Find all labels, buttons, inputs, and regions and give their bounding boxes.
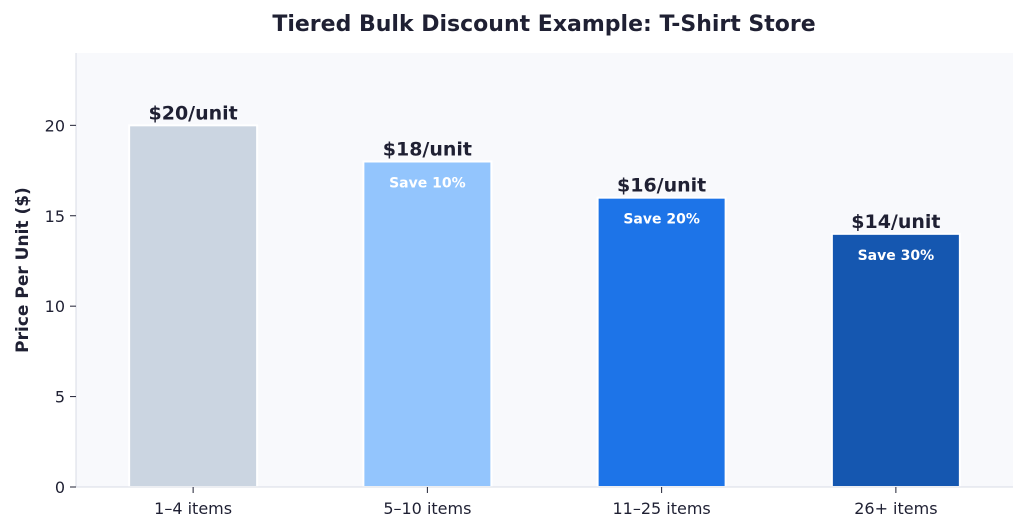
x-tick-label: 5–10 items xyxy=(383,499,471,518)
chart-title: Tiered Bulk Discount Example: T-Shirt St… xyxy=(272,12,815,37)
bar xyxy=(596,196,727,489)
bar-discount-label: Save 30% xyxy=(858,248,935,264)
bar-value-label: $20/unit xyxy=(149,102,238,124)
y-tick-label: 0 xyxy=(55,478,65,497)
bar-value-label: $18/unit xyxy=(383,139,472,161)
bar-value-label: $14/unit xyxy=(851,211,940,233)
y-tick-label: 15 xyxy=(45,207,65,226)
bar-value-label: $16/unit xyxy=(617,175,706,197)
x-tick-label: 1–4 items xyxy=(154,499,232,518)
x-tick-label: 26+ items xyxy=(854,499,937,518)
x-axis: 1–4 items 5–10 items 11–25 items 26+ items xyxy=(76,486,1013,518)
y-tick-label: 20 xyxy=(45,116,65,135)
y-axis: 0 5 10 15 20 xyxy=(45,53,77,497)
bar-discount-label: Save 10% xyxy=(389,176,466,192)
bar xyxy=(830,232,961,488)
bars-group: $20/unit $18/unit Save 10% $16/unit Save 20%… xyxy=(128,102,961,489)
y-axis-label: Price Per Unit ($) xyxy=(13,187,33,353)
bar-discount-label: Save 20% xyxy=(623,212,700,228)
x-tick-label: 11–25 items xyxy=(612,499,710,518)
y-tick-label: 5 xyxy=(55,388,65,407)
bar xyxy=(362,160,493,488)
bar xyxy=(128,124,259,488)
y-tick-label: 10 xyxy=(45,297,65,316)
